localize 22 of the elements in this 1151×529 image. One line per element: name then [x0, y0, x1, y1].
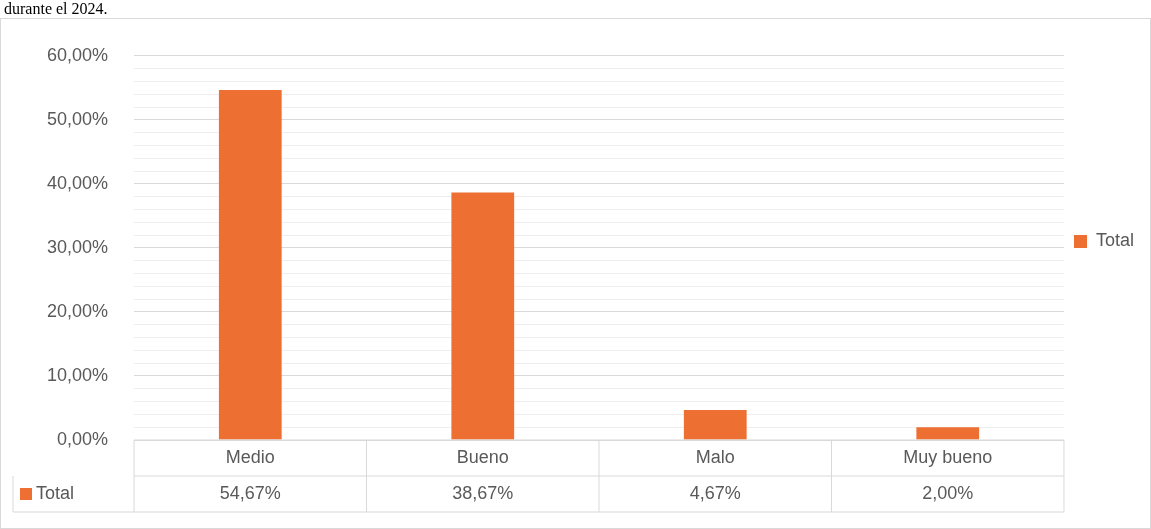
x-tick-label: Muy bueno	[903, 446, 993, 467]
y-tick-label: 30,00%	[46, 236, 109, 257]
y-tick-label: 40,00%	[46, 172, 109, 193]
x-tick-label: Bueno	[456, 446, 509, 467]
data-label: 4,67%	[689, 482, 741, 503]
data-label: 54,67%	[219, 482, 281, 503]
text: Total	[36, 482, 75, 503]
bar	[916, 427, 980, 440]
bar	[218, 89, 282, 440]
y-tick-label: 0,00%	[57, 428, 109, 449]
y-tick-label: 20,00%	[46, 300, 109, 321]
bar	[451, 192, 515, 440]
x-tick-label: Medio	[225, 446, 275, 467]
data-label: 2,00%	[922, 482, 974, 503]
y-tick-label: 10,00%	[46, 364, 109, 385]
y-tick-label: 50,00%	[46, 108, 109, 129]
data-label: 38,67%	[452, 482, 514, 503]
y-tick-label: 60,00%	[46, 44, 109, 65]
bar	[683, 410, 747, 440]
legend-label: Total	[1095, 230, 1135, 251]
text: durante el 2024.	[3, 0, 109, 18]
x-tick-label: Malo	[695, 446, 735, 467]
